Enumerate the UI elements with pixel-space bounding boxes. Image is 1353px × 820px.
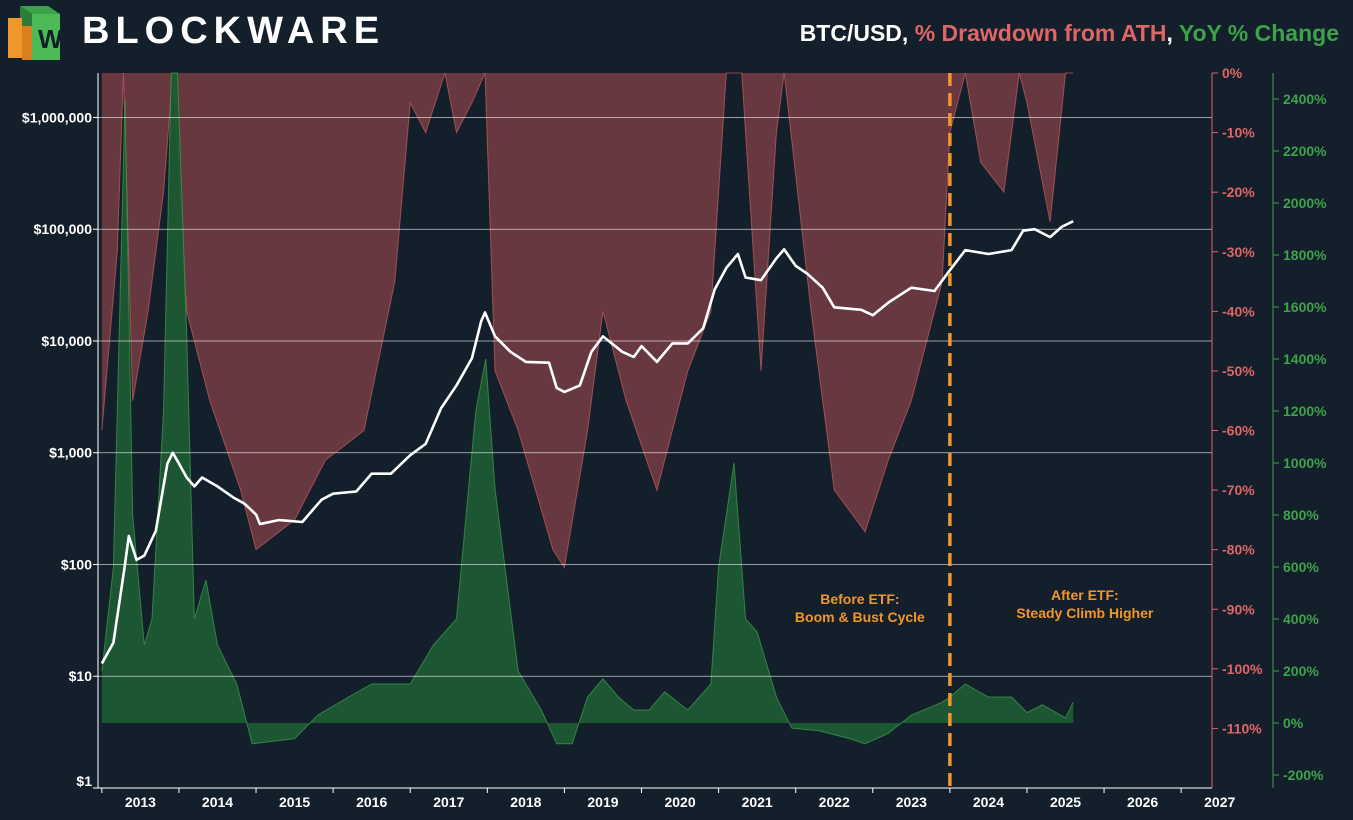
x-tick-label: 2014 xyxy=(202,794,233,810)
x-tick-label: 2023 xyxy=(896,794,927,810)
drawdown-tick-label: -10% xyxy=(1222,125,1255,141)
drawdown-tick-label: -100% xyxy=(1222,661,1263,677)
x-tick-label: 2013 xyxy=(125,794,156,810)
chart-title: BTC/USD, % Drawdown from ATH, YoY % Chan… xyxy=(800,20,1339,47)
x-tick-label: 2016 xyxy=(356,794,387,810)
yoy-tick-label: 2000% xyxy=(1283,195,1327,211)
x-tick-label: 2020 xyxy=(664,794,695,810)
yoy-series xyxy=(101,72,1074,745)
title-btc-usd: BTC/USD xyxy=(799,20,902,46)
price-tick-label: $1 xyxy=(76,773,92,789)
x-tick-label: 2017 xyxy=(433,794,464,810)
price-tick-label: $10 xyxy=(69,668,93,684)
svg-text:W: W xyxy=(38,24,62,54)
drawdown-area xyxy=(101,73,1074,568)
yoy-tick-label: 2200% xyxy=(1283,143,1327,159)
drawdown-tick-label: -90% xyxy=(1222,601,1255,617)
x-tick-label: 2021 xyxy=(742,794,773,810)
brand-name: BLOCKWARE xyxy=(82,10,386,52)
drawdown-tick-label: -40% xyxy=(1222,303,1255,319)
drawdown-tick-label: -70% xyxy=(1222,482,1255,498)
before-etf-annotation: Boom & Bust Cycle xyxy=(795,609,925,625)
gridlines xyxy=(98,117,1212,677)
price-tick-label: $100 xyxy=(61,556,92,572)
drawdown-line xyxy=(101,72,1074,569)
drawdown-tick-label: -50% xyxy=(1222,363,1255,379)
yoy-tick-label: 0% xyxy=(1283,715,1304,731)
blockware-logo-icon: W xyxy=(8,6,62,60)
x-tick-label: 2027 xyxy=(1204,794,1235,810)
yoy-tick-label: -200% xyxy=(1283,767,1324,783)
x-tick-label: 2026 xyxy=(1127,794,1158,810)
title-separator: , xyxy=(1166,20,1179,46)
yoy-line xyxy=(101,72,1074,745)
yoy-tick-label: 1400% xyxy=(1283,351,1327,367)
price-tick-label: $1,000,000 xyxy=(22,109,92,125)
yoy-tick-label: 800% xyxy=(1283,507,1319,523)
drawdown-tick-label: -60% xyxy=(1222,423,1255,439)
drawdown-series xyxy=(101,72,1074,569)
yoy-tick-label: 2400% xyxy=(1283,91,1327,107)
yoy-area xyxy=(101,73,1074,744)
x-tick-label: 2015 xyxy=(279,794,310,810)
drawdown-tick-label: -110% xyxy=(1222,720,1262,736)
yoy-tick-label: 1200% xyxy=(1283,403,1327,419)
etf-marker: Before ETF: Boom & Bust Cycle After ETF: St… xyxy=(795,73,1154,788)
drawdown-tick-label: -80% xyxy=(1222,542,1255,558)
x-tick-label: 2022 xyxy=(819,794,850,810)
drawdown-tick-label: -30% xyxy=(1222,244,1255,260)
header: W BLOCKWARE BTC/USD, % Drawdown from ATH… xyxy=(0,0,1353,70)
x-tick-label: 2025 xyxy=(1050,794,1081,810)
price-tick-label: $10,000 xyxy=(41,333,92,349)
x-tick-label: 2019 xyxy=(587,794,618,810)
after-etf-annotation: Steady Climb Higher xyxy=(1016,605,1153,621)
drawdown-tick-label: -20% xyxy=(1222,184,1255,200)
price-tick-label: $1,000 xyxy=(49,445,92,461)
title-separator: , xyxy=(901,20,915,46)
yoy-tick-label: 200% xyxy=(1283,663,1319,679)
price-line xyxy=(100,220,1074,665)
title-yoy: YoY % Change xyxy=(1178,20,1339,46)
yoy-tick-label: 400% xyxy=(1283,611,1319,627)
price-series xyxy=(100,220,1074,665)
price-tick-label: $100,000 xyxy=(34,221,93,237)
drawdown-tick-label: 0% xyxy=(1222,65,1243,81)
after-etf-annotation: After ETF: xyxy=(1051,587,1119,603)
title-drawdown: % Drawdown from ATH xyxy=(914,20,1167,46)
yoy-tick-label: 1600% xyxy=(1283,299,1327,315)
axes: $1 $10 $100 $1,000 $10,000 $100,000 $1,000,000… xyxy=(22,65,1327,810)
before-etf-annotation: Before ETF: xyxy=(820,591,899,607)
yoy-tick-label: 1800% xyxy=(1283,247,1327,263)
yoy-tick-label: 600% xyxy=(1283,559,1319,575)
x-tick-label: 2018 xyxy=(510,794,541,810)
x-tick-label: 2024 xyxy=(973,794,1004,810)
yoy-tick-label: 1000% xyxy=(1283,455,1327,471)
